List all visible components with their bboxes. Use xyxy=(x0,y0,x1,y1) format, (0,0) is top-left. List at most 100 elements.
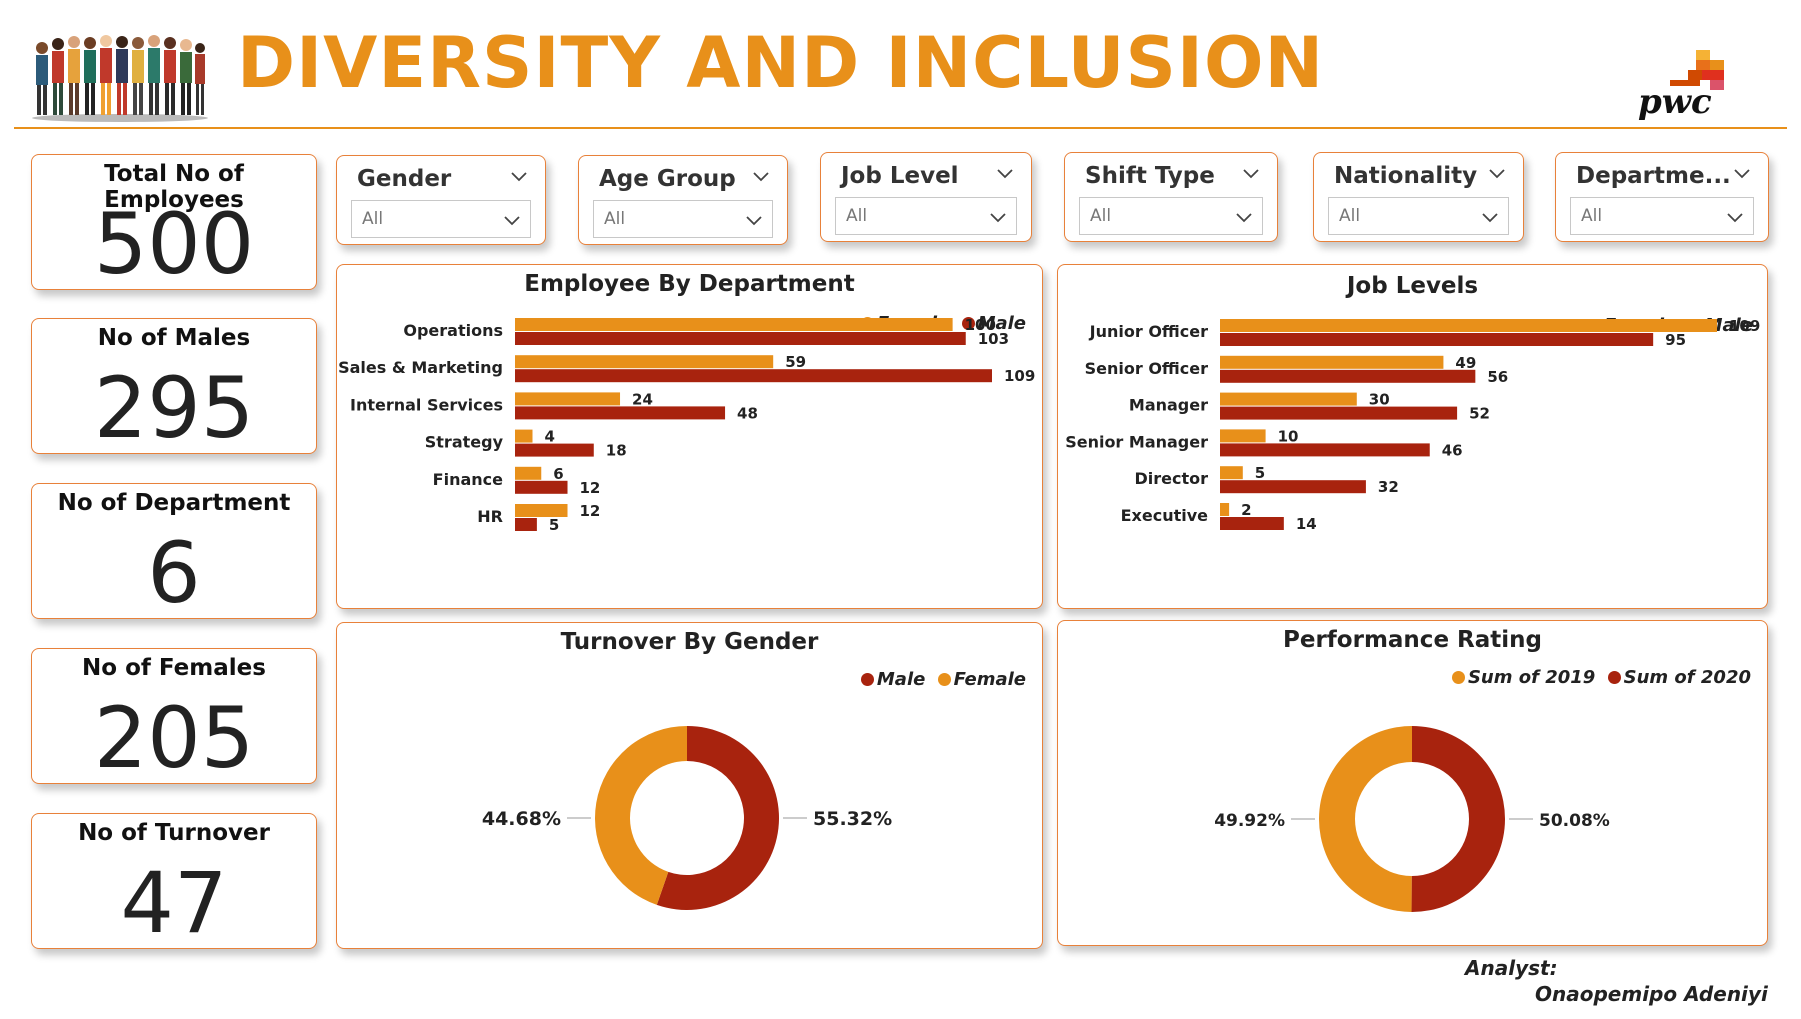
bar-female xyxy=(515,429,533,443)
data-label: 46 xyxy=(1442,441,1463,459)
slicer-department[interactable]: Departme... All xyxy=(1555,152,1769,242)
chevron-down-icon[interactable] xyxy=(502,213,522,227)
bar-female xyxy=(515,318,953,331)
category-label: Internal Services xyxy=(350,395,503,414)
kpi-value: 295 xyxy=(93,359,255,457)
kpi-card-turnover: No of Turnover 47 xyxy=(31,813,317,952)
slicer-nationality[interactable]: Nationality All xyxy=(1313,152,1524,242)
kpi-value: 500 xyxy=(93,195,255,293)
bar-female xyxy=(1220,503,1230,516)
bar-male xyxy=(1220,369,1476,383)
bar-male xyxy=(1220,443,1430,457)
kpi-card-males: No of Males 295 xyxy=(31,318,317,457)
chevron-down-icon[interactable] xyxy=(1241,165,1261,181)
kpi-label: No of Females xyxy=(82,655,266,681)
kpi-value: 205 xyxy=(93,689,255,787)
bar-male xyxy=(1220,333,1654,346)
data-label: 18 xyxy=(606,442,627,460)
bar-male xyxy=(1220,406,1458,420)
chevron-down-icon[interactable] xyxy=(509,168,529,184)
category-label: Executive xyxy=(1121,506,1209,525)
chevron-down-icon[interactable] xyxy=(1234,210,1254,224)
data-label: 48 xyxy=(737,404,758,422)
bar-male xyxy=(515,406,726,420)
bar-male xyxy=(515,369,992,383)
data-label: 30 xyxy=(1369,391,1390,409)
slicer-job-level[interactable]: Job Level All xyxy=(820,152,1032,242)
bar-male xyxy=(1220,517,1284,530)
chart-title: Performance Rating xyxy=(1283,627,1542,653)
chevron-down-icon[interactable] xyxy=(995,165,1015,181)
people-illustration-icon xyxy=(32,35,208,122)
donut-chart-plot: 55.32% 44.68% xyxy=(482,726,892,910)
legend-swatch-male xyxy=(860,673,874,686)
data-label: 12 xyxy=(580,479,601,497)
chevron-down-icon[interactable] xyxy=(1480,210,1500,224)
slicer-label: Age Group xyxy=(599,166,736,192)
bar-female xyxy=(1220,355,1444,369)
legend-label: Male xyxy=(876,669,926,690)
chevron-down-icon[interactable] xyxy=(988,210,1008,224)
slicer-dropdown[interactable]: All xyxy=(1079,197,1263,235)
slicer-label: Nationality xyxy=(1334,163,1478,189)
chevron-down-icon[interactable] xyxy=(751,168,771,184)
slicer-label: Job Level xyxy=(841,163,959,189)
slicer-label: Gender xyxy=(357,166,452,192)
bar-male xyxy=(515,443,594,457)
category-label: Finance xyxy=(433,470,503,489)
chart-turnover-by-gender: Turnover By Gender Male Female 55.32% 44.… xyxy=(336,622,1043,949)
bar-female xyxy=(515,504,568,517)
slicer-value: All xyxy=(846,206,868,226)
data-label: 5 xyxy=(549,516,559,534)
data-label: 109 xyxy=(1729,317,1760,335)
kpi-label: No of Turnover xyxy=(78,820,270,846)
chevron-down-icon[interactable] xyxy=(744,213,764,227)
chart-job-levels: Job Levels Female Male Junior Officer109… xyxy=(1057,264,1768,609)
data-label: 32 xyxy=(1378,478,1399,496)
slicer-value: All xyxy=(604,209,626,229)
slice-sum-of-2019 xyxy=(1318,726,1412,912)
kpi-label: No of Department xyxy=(57,490,291,516)
pwc-logo: pwc xyxy=(1630,46,1750,126)
bar-female xyxy=(1220,466,1243,480)
bar-male xyxy=(515,480,568,494)
slicer-dropdown[interactable]: All xyxy=(593,200,773,238)
analyst-name: Onaopemipo Adeniyi xyxy=(1535,982,1768,1006)
data-label: 56 xyxy=(1487,368,1508,386)
header-divider xyxy=(14,127,1787,129)
slicer-value: All xyxy=(1581,206,1603,226)
slicer-dropdown[interactable]: All xyxy=(835,197,1017,235)
kpi-value: 47 xyxy=(120,854,228,952)
bar-male xyxy=(515,332,966,345)
chart-employee-by-department: Employee By Department Female Male Opera… xyxy=(336,264,1043,609)
slicer-age-group[interactable]: Age Group All xyxy=(578,155,788,245)
bar-chart-plot: Junior Officer 109 95 Senior Officer 49 56 Man… xyxy=(1065,317,1760,533)
chevron-down-icon[interactable] xyxy=(1732,165,1752,181)
kpi-label: No of Males xyxy=(97,325,251,351)
slicer-shift-type[interactable]: Shift Type All xyxy=(1064,152,1278,242)
slicer-dropdown[interactable]: All xyxy=(1328,197,1509,235)
slicer-value: All xyxy=(1090,206,1112,226)
slicer-gender[interactable]: Gender All xyxy=(336,155,546,245)
slicer-dropdown[interactable]: All xyxy=(351,200,531,238)
chevron-down-icon[interactable] xyxy=(1487,165,1507,181)
bar-female xyxy=(515,466,542,480)
category-label: Strategy xyxy=(425,433,504,452)
chevron-down-icon[interactable] xyxy=(1725,210,1745,224)
data-label: 95 xyxy=(1665,331,1686,349)
data-label: 2 xyxy=(1241,501,1251,519)
page-title: DIVERSITY AND INCLUSION xyxy=(237,22,1325,104)
category-label: Director xyxy=(1134,469,1208,488)
slicer-dropdown[interactable]: All xyxy=(1570,197,1754,235)
donut-chart-plot: 50.08% 49.92% xyxy=(1214,726,1610,912)
data-label: 49 xyxy=(1455,354,1476,372)
category-label: Senior Officer xyxy=(1085,359,1208,378)
data-label: 10 xyxy=(1278,427,1299,445)
slicer-label: Departme... xyxy=(1576,163,1731,189)
category-label: Sales & Marketing xyxy=(338,358,503,377)
legend-label: Male xyxy=(977,313,1026,334)
chart-legend: Sum of 2019 Sum of 2020 xyxy=(1451,667,1751,688)
data-label: 12 xyxy=(580,502,601,520)
legend-swatch-male xyxy=(961,317,975,330)
